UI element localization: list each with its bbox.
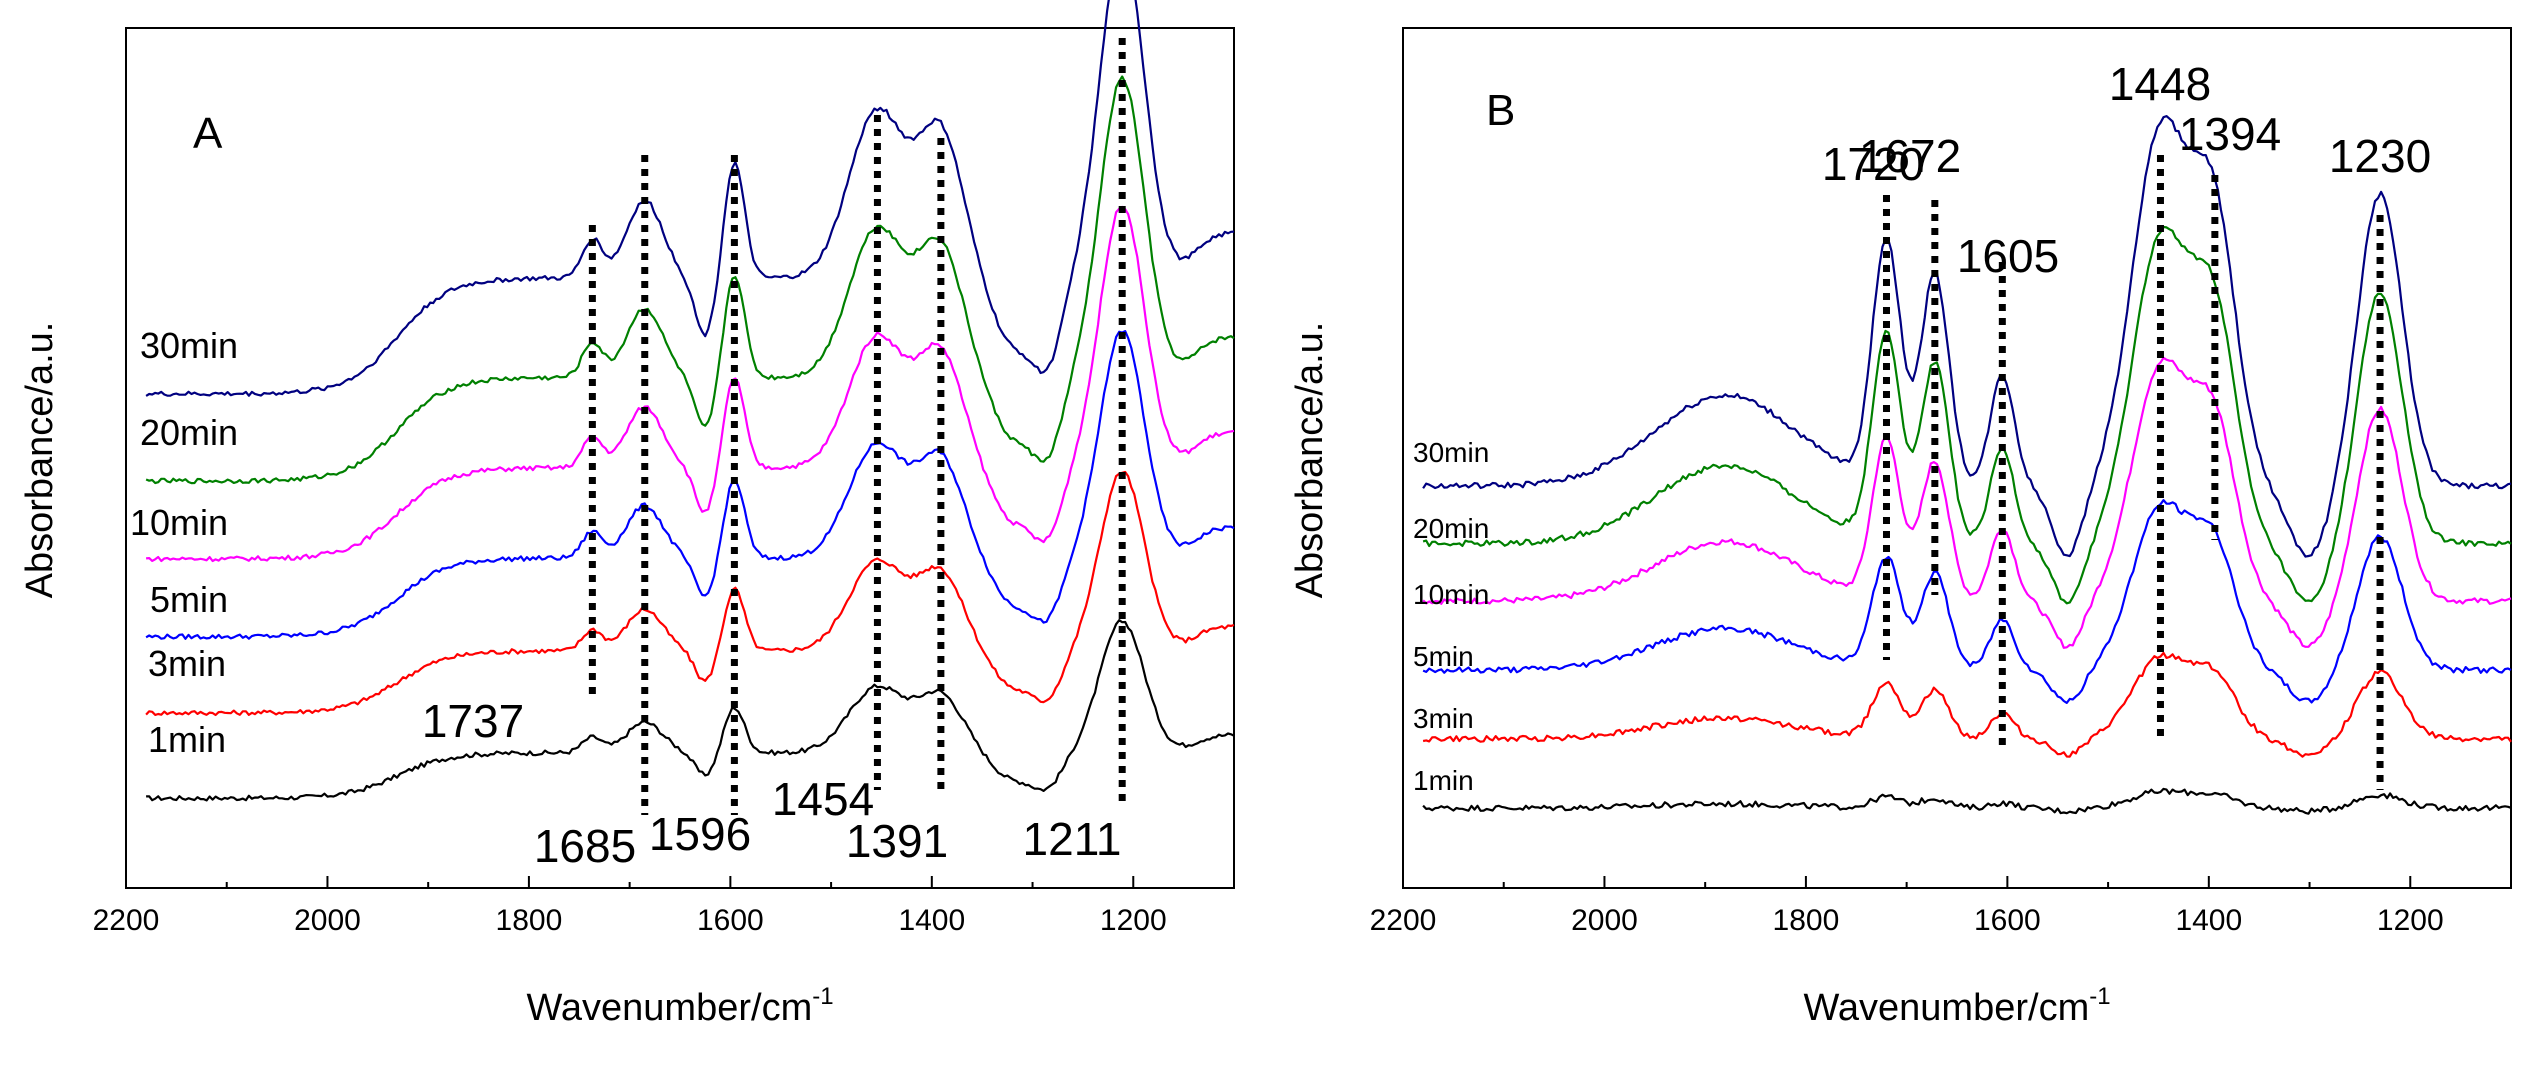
series-line-1min	[1422, 787, 2512, 815]
x-tick-label: 2200	[1370, 904, 1437, 937]
x-tick-label: 1800	[1773, 904, 1840, 937]
x-axis-label: Wavenumber/cm-1	[1803, 983, 2110, 1029]
panel-label: A	[193, 109, 223, 158]
plot-frame	[1402, 27, 2512, 889]
y-axis-label: Absorbance/a.u.	[1289, 322, 1331, 599]
series-line-5min	[1422, 499, 2512, 704]
series-line-30min	[145, 0, 1235, 397]
peak-label-1720: 1720	[1822, 138, 1924, 190]
x-tick-label: 1200	[2377, 904, 2444, 937]
series-label-5min: 5min	[1413, 641, 1474, 672]
x-axis-label-superscript: -1	[812, 983, 833, 1010]
series-line-3min	[145, 470, 1235, 717]
chart-panel-a: 2200 2000 1800 1600 1400 1200 Wavenumber/cm-1 A…	[19, 0, 1235, 1029]
x-tick-label: 2200	[93, 904, 160, 937]
x-tick-label: 2000	[1571, 904, 1638, 937]
plot-frame	[125, 27, 1235, 889]
series-label-3min: 3min	[1413, 703, 1474, 734]
series-label-3min: 3min	[148, 643, 226, 684]
series-label-30min: 30min	[1413, 437, 1489, 468]
series-label-30min: 30min	[140, 325, 238, 366]
x-tick-label: 1800	[496, 904, 563, 937]
peak-label-1454: 1454	[772, 773, 874, 825]
series-label-10min: 10min	[1413, 579, 1489, 610]
x-tick-label: 1200	[1100, 904, 1167, 937]
series-line-10min	[145, 205, 1235, 563]
series-line-20min	[145, 75, 1235, 485]
series-label-1min: 1min	[1413, 765, 1474, 796]
series-label-1min: 1min	[148, 719, 226, 760]
peak-label-1211: 1211	[1023, 813, 1122, 865]
series-line-30min	[1422, 115, 2512, 558]
series-label-10min: 10min	[130, 502, 228, 543]
x-tick-label: 2000	[294, 904, 361, 937]
x-axis-label-superscript: -1	[2089, 983, 2110, 1010]
peak-label-1230: 1230	[2329, 130, 2431, 182]
peak-label-1394: 1394	[2179, 108, 2281, 160]
chart-panel-b: 2200 2000 1800 1600 1400 1200 Wavenumber/cm-1 A…	[1289, 27, 2512, 1029]
x-tick-label: 1600	[697, 904, 764, 937]
series-line-1min	[146, 619, 1235, 802]
series-label-20min: 20min	[1413, 513, 1489, 544]
peak-label-1685: 1685	[534, 820, 636, 872]
series-line-10min	[1422, 356, 2512, 649]
series-label-5min: 5min	[150, 579, 228, 620]
y-axis-label: Absorbance/a.u.	[19, 322, 61, 599]
peak-label-1448: 1448	[2109, 58, 2211, 110]
panel-label: B	[1486, 86, 1515, 135]
x-tick-label: 1600	[1974, 904, 2041, 937]
peak-label-1605: 1605	[1957, 230, 2059, 282]
series-line-20min	[1422, 225, 2512, 605]
peak-label-1596: 1596	[649, 808, 751, 860]
series-line-3min	[1422, 651, 2512, 758]
series-line-5min	[145, 330, 1235, 640]
x-axis-label: Wavenumber/cm-1	[526, 983, 833, 1029]
x-tick-label: 1400	[2175, 904, 2242, 937]
peak-label-1737: 1737	[422, 695, 524, 747]
peak-label-1391: 1391	[846, 815, 948, 867]
peak-label-1672: 1672	[1859, 130, 1961, 182]
series-label-20min: 20min	[140, 412, 238, 453]
x-tick-label: 1400	[898, 904, 965, 937]
